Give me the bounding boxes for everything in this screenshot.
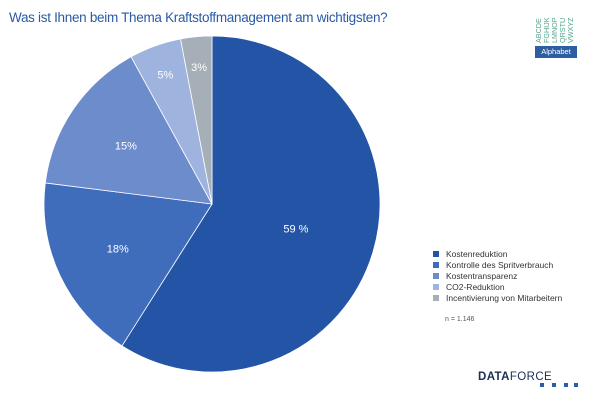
sample-size-note: n = 1.146 (445, 316, 475, 323)
dataforce-logo-light: FORCE (509, 371, 553, 383)
slice-value-label-1: 18% (107, 243, 129, 255)
slice-value-label-0: 59 % (283, 223, 308, 235)
legend-label-2: Kostentransparenz (446, 270, 518, 281)
legend-swatch-2 (433, 272, 439, 279)
legend-swatch-1 (433, 261, 439, 268)
dataforce-dots-icon (540, 383, 580, 389)
alphabet-letters-graphic: ABCDE FGHIJK LMNOP QRSTU VWXYZ (535, 17, 575, 43)
chart-legend: Kostenreduktion Kontrolle des Spritverbra… (433, 248, 562, 303)
alphabet-letter-row-2: LMNOP (550, 17, 559, 43)
slice-value-label-2: 15% (115, 140, 137, 152)
legend-item-3: CO2-Reduktion (433, 281, 562, 292)
legend-label-0: Kostenreduktion (446, 248, 508, 259)
legend-label-1: Kontrolle des Spritverbrauch (446, 259, 554, 270)
alphabet-logo: ABCDE FGHIJK LMNOP QRSTU VWXYZ Alphabet (535, 12, 577, 60)
dataforce-logo-bold: DATA (478, 371, 510, 383)
alphabet-letter-row-1: FGHIJK (542, 17, 551, 43)
pie-slice-1 (43, 182, 213, 347)
slice-value-label-4: 3% (191, 62, 207, 74)
alphabet-label: Alphabet (535, 46, 577, 58)
legend-label-3: CO2-Reduktion (446, 281, 505, 292)
alphabet-letter-row-3: QRSTU (558, 18, 567, 43)
alphabet-letter-row-0: ABCDE (535, 18, 543, 43)
pie-slice-2 (44, 56, 213, 205)
legend-swatch-4 (433, 294, 439, 301)
legend-item-4: Incentivierung von Mitarbeitern (433, 292, 562, 303)
legend-item-1: Kontrolle des Spritverbrauch (433, 259, 562, 270)
legend-swatch-0 (433, 250, 439, 257)
legend-swatch-3 (433, 283, 439, 290)
pie-slice-0 (121, 35, 381, 373)
legend-item-0: Kostenreduktion (433, 248, 562, 259)
slice-value-label-3: 5% (157, 69, 173, 81)
alphabet-letter-row-4: VWXYZ (566, 17, 575, 43)
chart-title: Was ist Ihnen beim Thema Kraftstoffmanag… (9, 10, 388, 25)
legend-label-4: Incentivierung von Mitarbeitern (446, 292, 563, 303)
dataforce-logo: DATAFORCE (478, 371, 552, 383)
pie-slice-4 (180, 35, 213, 205)
legend-item-2: Kostentransparenz (433, 270, 562, 281)
